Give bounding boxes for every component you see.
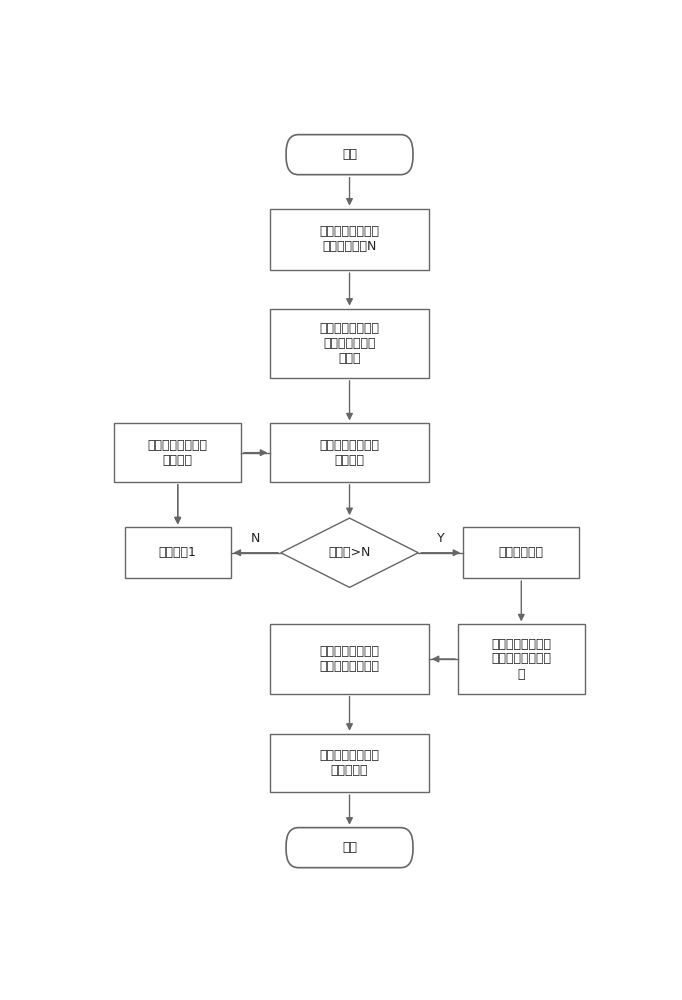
Text: Y: Y — [437, 532, 445, 545]
Text: 结束: 结束 — [342, 841, 357, 854]
Text: 开始: 开始 — [342, 148, 357, 161]
Bar — [125, 527, 231, 578]
Bar — [270, 734, 429, 792]
Text: 报文数>N: 报文数>N — [328, 546, 371, 559]
Polygon shape — [281, 518, 418, 587]
Bar — [458, 624, 584, 694]
Text: N: N — [251, 532, 261, 545]
Text: 目的卫星节点接收
并重组数据: 目的卫星节点接收 并重组数据 — [320, 749, 379, 777]
Text: 报文数加1: 报文数加1 — [159, 546, 196, 559]
Text: 源卫星节点为各传
输路径分配传输数
据: 源卫星节点为各传 输路径分配传输数 据 — [491, 638, 551, 680]
Bar — [270, 209, 429, 270]
FancyBboxPatch shape — [286, 828, 413, 868]
Bar — [270, 624, 429, 694]
Text: 源卫星节点向目的
卫星节点洪泛探
测报文: 源卫星节点向目的 卫星节点洪泛探 测报文 — [320, 322, 379, 365]
FancyBboxPatch shape — [286, 135, 413, 175]
Text: 丢弃探测报文: 丢弃探测报文 — [499, 546, 544, 559]
Bar — [270, 423, 429, 482]
Text: 源卫星节点向目的
卫星节点发送数据: 源卫星节点向目的 卫星节点发送数据 — [320, 645, 379, 673]
Text: 目的卫星节点返回
应答报文: 目的卫星节点返回 应答报文 — [148, 439, 208, 467]
Bar — [115, 423, 241, 482]
Bar — [463, 527, 580, 578]
Bar — [270, 309, 429, 378]
Text: 目的卫星节点接收
探测报文: 目的卫星节点接收 探测报文 — [320, 439, 379, 467]
Text: 依据时间、位置信
息计算路径数N: 依据时间、位置信 息计算路径数N — [320, 225, 379, 253]
